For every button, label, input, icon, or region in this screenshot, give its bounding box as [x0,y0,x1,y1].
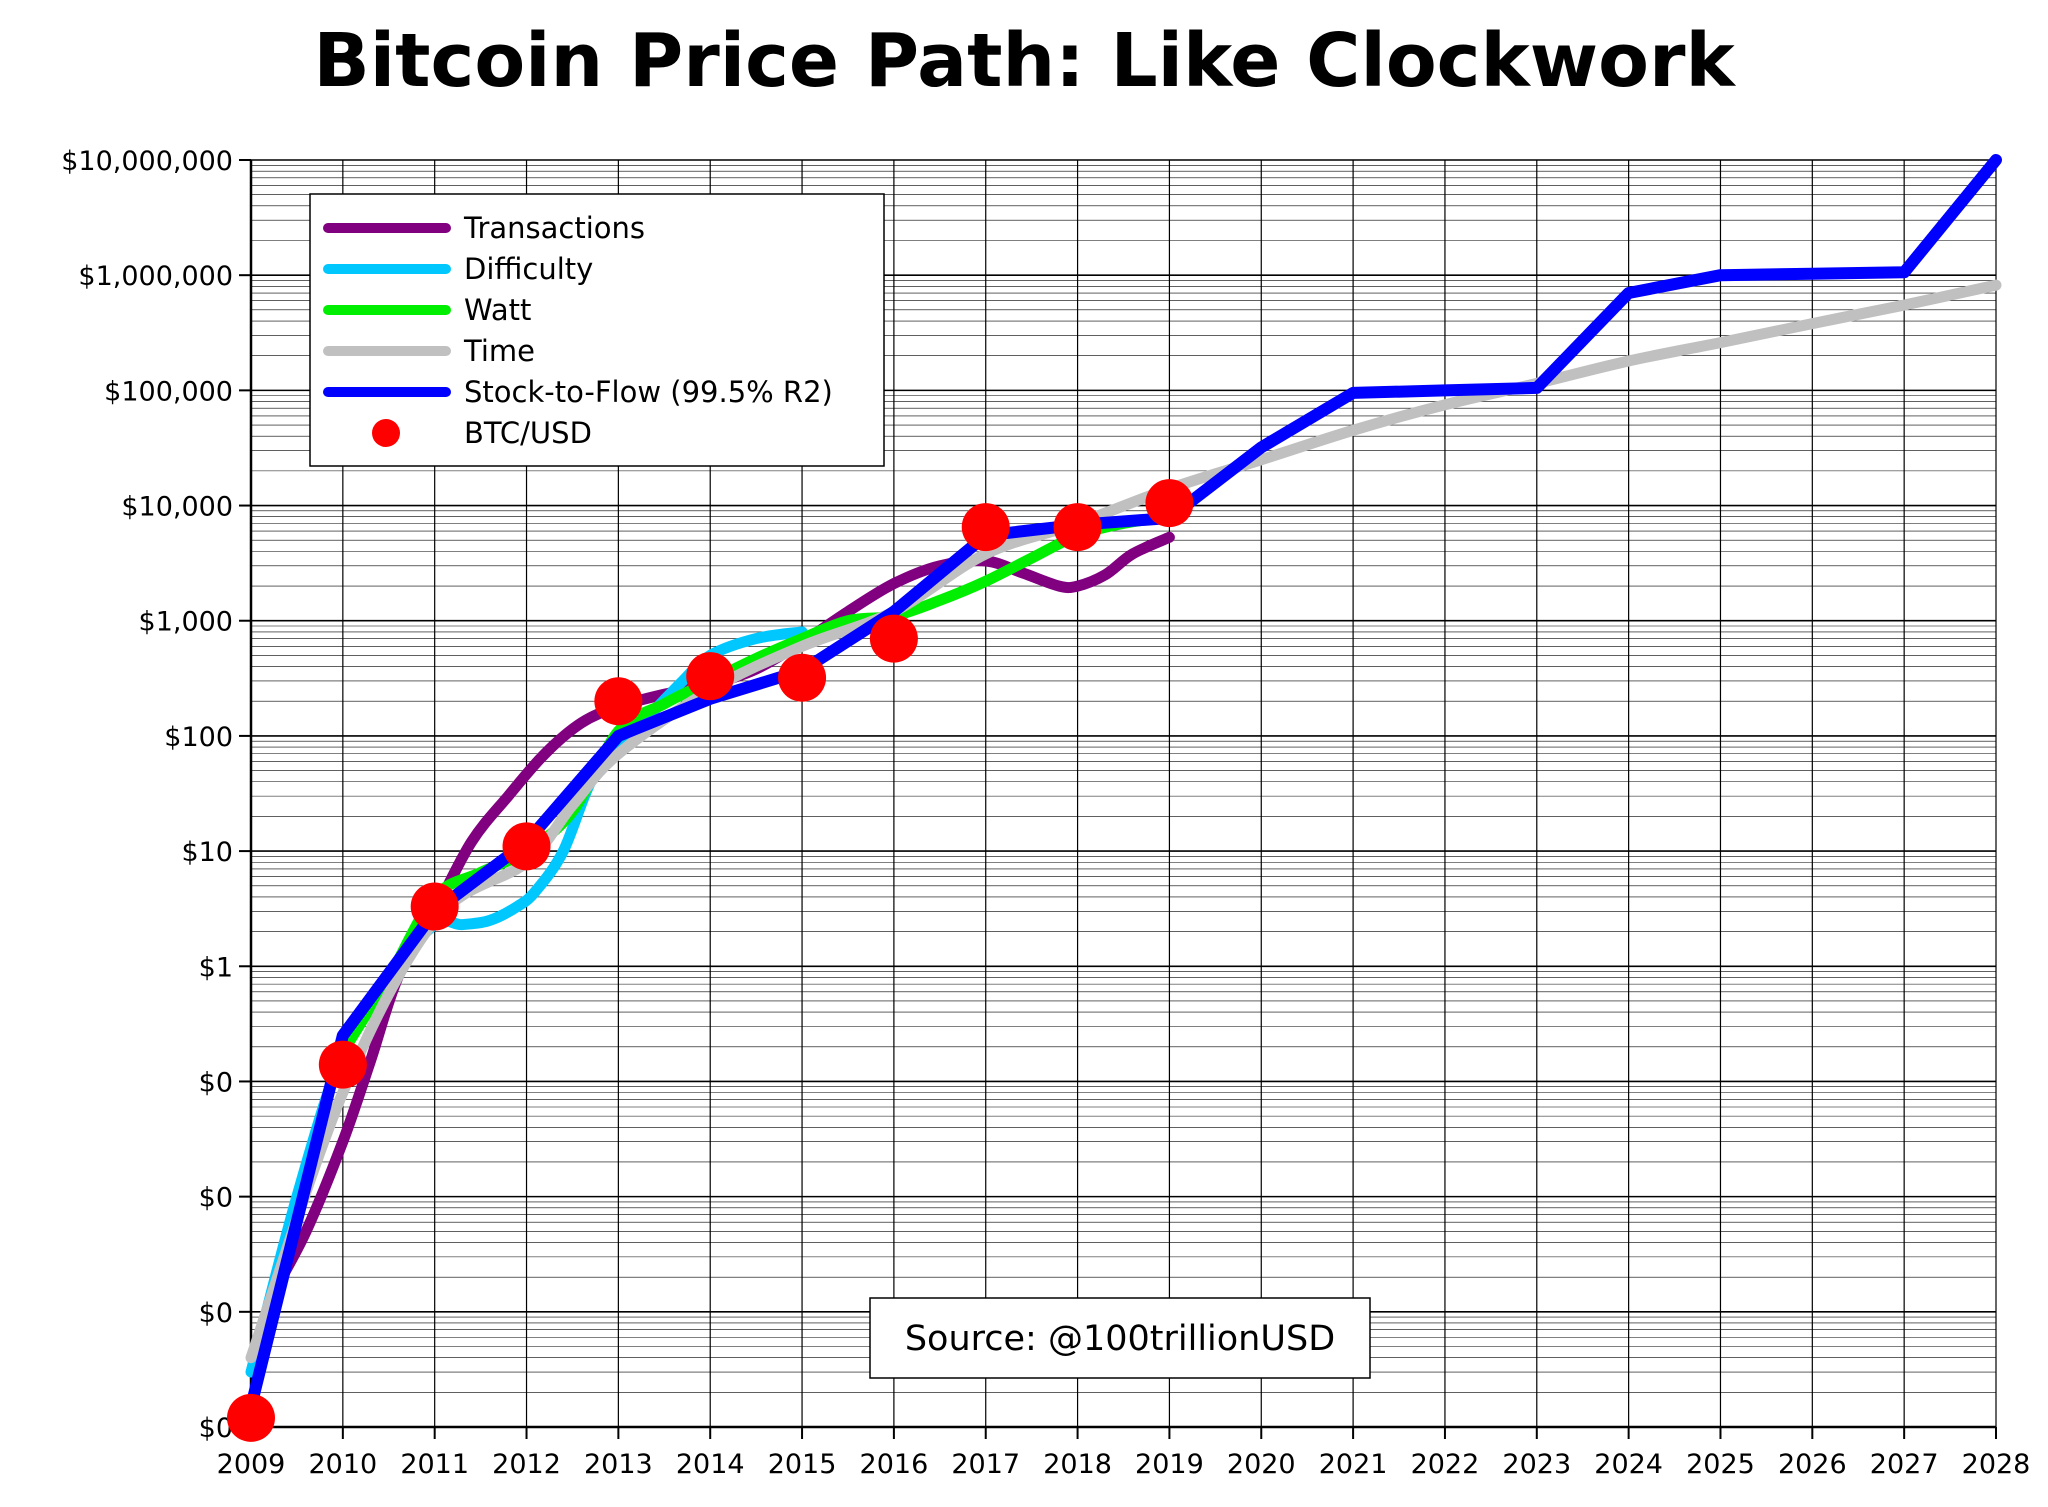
x-tick-label: 2010 [308,1449,377,1480]
x-tick-label: 2027 [1870,1449,1939,1480]
legend-marker-btc-usd [372,419,400,447]
y-tick-label: $0 [199,1067,233,1098]
btc-usd-point [961,503,1010,552]
y-tick-label: $100 [164,722,233,753]
legend-box [309,193,885,467]
x-tick-label: 2011 [400,1449,469,1480]
x-tick-label: 2012 [492,1449,561,1480]
x-tick-label: 2016 [860,1449,929,1480]
y-tick-label: $0 [199,1298,233,1329]
x-tick-label: 2028 [1962,1449,2031,1480]
series-line-time [245,279,2002,1364]
y-tick-label: $1,000,000 [78,261,233,292]
y-tick-label: $10 [181,837,233,868]
btc-usd-point [502,822,551,871]
btc-usd-point [227,1393,275,1442]
x-tick-label: 2017 [951,1449,1020,1480]
x-tick-label: 2018 [1043,1449,1112,1480]
x-axis-ticks: 2009 2010 2011 2012 2013 2014 2015 2016 2017 2018… [217,1427,2031,1480]
axes [249,160,1996,1429]
btc-usd-point [318,1040,367,1089]
legend-label-difficulty: Difficulty [464,252,593,286]
x-tick-label: 2021 [1319,1449,1388,1480]
x-tick-label: 2014 [676,1449,745,1480]
x-tick-label: 2023 [1502,1449,1571,1480]
y-tick-label: $0 [199,1183,233,1214]
btc-usd-point [869,614,918,663]
legend: Transactions Difficulty Watt Time Stock-to-F… [309,193,885,467]
btc-usd-point [686,652,735,701]
x-tick-label: 2022 [1411,1449,1480,1480]
legend-label-stock-to-flow-99-5-r2: Stock-to-Flow (99.5% R2) [464,375,833,409]
y-tick-label: $10,000,000 [61,146,233,177]
y-tick-label: $100,000 [104,376,233,407]
btc-usd-point [1145,479,1194,528]
y-tick-label: $10,000 [121,492,233,523]
y-axis-ticks: $0$0$0$0$1$10$100$1,000$10,000$100,000$1… [61,146,251,1444]
legend-label-time: Time [463,334,535,368]
series-line-watt [337,511,1175,1058]
legend-label-btc-usd: BTC/USD [464,416,592,450]
x-tick-label: 2013 [584,1449,653,1480]
x-tick-label: 2015 [768,1449,837,1480]
source-box: Source: @100trillionUSD [869,1297,1371,1379]
legend-label-transactions: Transactions [463,211,645,245]
y-tick-label: $1 [199,952,233,983]
x-tick-label: 2024 [1594,1449,1663,1480]
legend-label-watt: Watt [464,293,531,327]
btc-usd-point [778,653,827,702]
x-tick-label: 2025 [1686,1449,1755,1480]
x-tick-label: 2019 [1135,1449,1204,1480]
series-line-stock-to-flow-99-5-r2 [245,154,2002,1413]
x-tick-label: 2026 [1778,1449,1847,1480]
y-tick-label: $1,000 [139,607,233,638]
source-label: Source: @100trillionUSD [905,1319,1335,1359]
btc-usd-point [594,677,643,726]
btc-usd-point [410,882,459,931]
grid-minor [251,164,1996,1393]
chart-title: Bitcoin Price Path: Like Clockwork [313,18,1736,104]
btc-usd-point [1053,503,1102,552]
x-tick-label: 2009 [217,1449,286,1480]
plot-area [227,154,2002,1442]
x-tick-label: 2020 [1227,1449,1296,1480]
